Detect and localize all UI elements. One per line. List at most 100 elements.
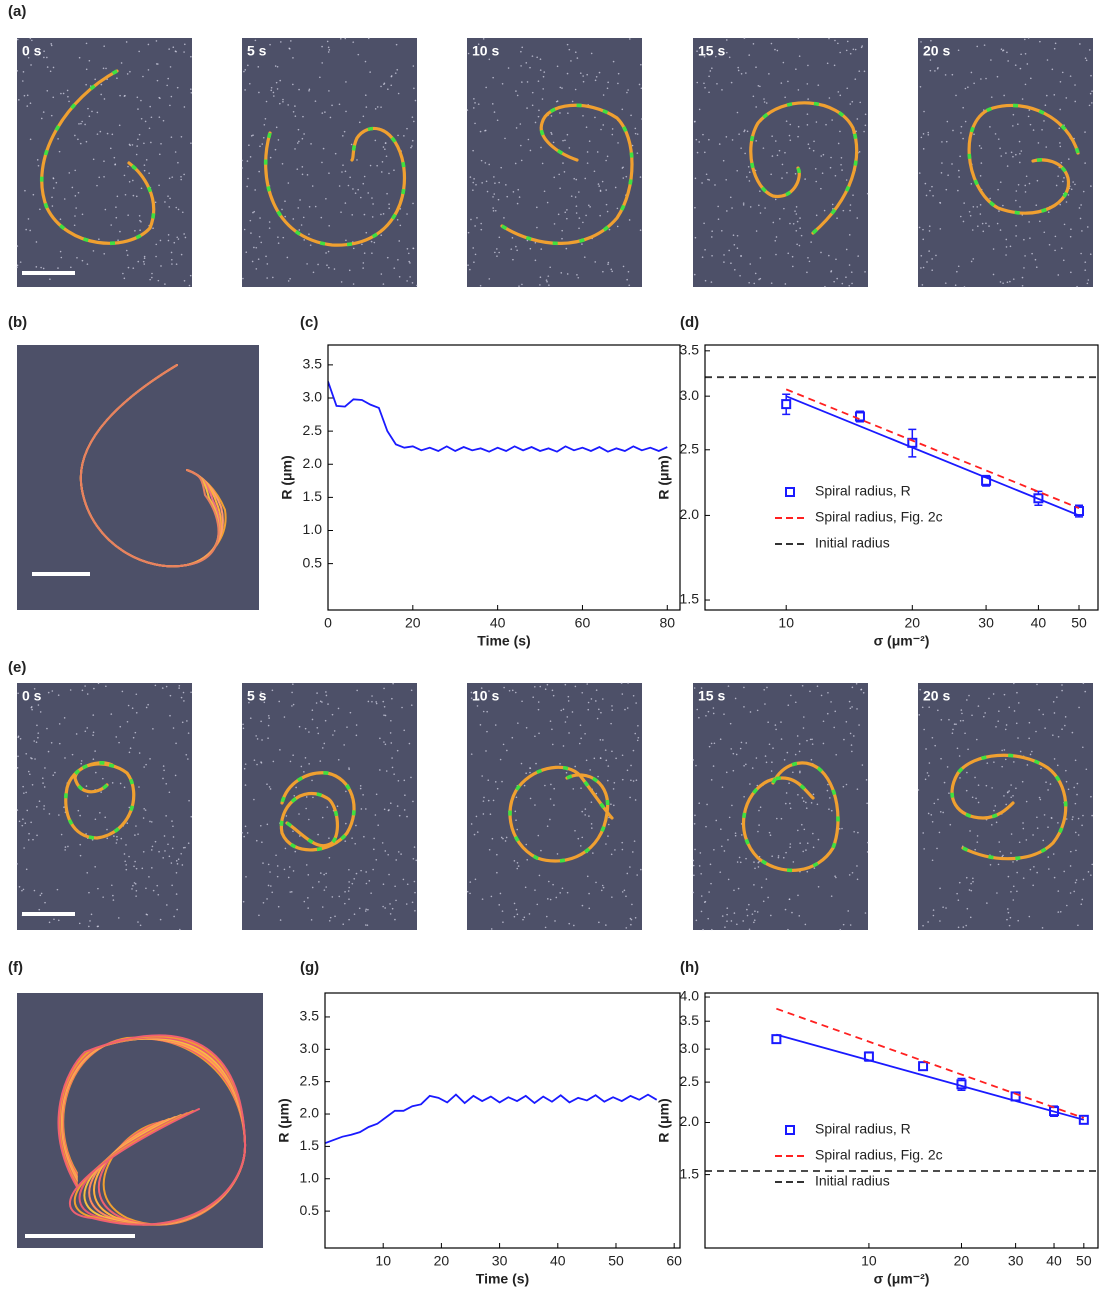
noise-dot xyxy=(1069,892,1072,894)
noise-dot xyxy=(770,173,772,176)
noise-dot xyxy=(126,720,129,723)
noise-dot xyxy=(958,176,960,178)
noise-dot xyxy=(585,759,588,762)
noise-dot xyxy=(705,173,708,176)
noise-dot xyxy=(970,183,973,185)
noise-dot xyxy=(360,808,363,810)
noise-dot xyxy=(708,745,711,748)
x-tick-label: 40 xyxy=(490,615,506,631)
noise-dot xyxy=(173,915,175,918)
noise-dot xyxy=(171,847,174,850)
noise-dot xyxy=(538,732,540,735)
noise-dot xyxy=(708,179,710,181)
noise-dot xyxy=(588,815,590,817)
noise-dot xyxy=(1082,682,1085,685)
noise-dot xyxy=(274,148,277,151)
noise-dot xyxy=(602,886,605,889)
noise-dot xyxy=(414,909,416,912)
noise-dot xyxy=(281,163,284,165)
noise-dot xyxy=(290,40,292,42)
noise-dot xyxy=(16,70,19,72)
noise-dot xyxy=(537,834,540,837)
noise-dot xyxy=(611,270,613,273)
noise-dot xyxy=(1029,753,1032,756)
noise-dot xyxy=(966,771,968,774)
noise-dot xyxy=(709,70,712,72)
noise-dot xyxy=(1067,158,1070,160)
noise-dot xyxy=(248,701,250,704)
plot-area xyxy=(328,381,668,453)
noise-dot xyxy=(1028,915,1031,918)
noise-dot xyxy=(135,195,138,198)
noise-dot xyxy=(137,138,139,141)
noise-dot xyxy=(162,777,164,780)
noise-dot xyxy=(241,167,243,169)
noise-dot xyxy=(854,78,857,80)
noise-dot xyxy=(863,70,866,73)
noise-dot xyxy=(385,142,387,144)
noise-dot xyxy=(791,911,793,914)
noise-dot xyxy=(115,216,118,219)
noise-dot xyxy=(1072,816,1074,818)
noise-dot xyxy=(517,722,519,724)
noise-dot xyxy=(710,236,713,238)
noise-dot xyxy=(162,857,164,859)
noise-dot xyxy=(381,842,384,844)
noise-dot xyxy=(245,251,248,254)
noise-dot xyxy=(125,868,128,871)
noise-dot xyxy=(1012,899,1015,901)
noise-dot xyxy=(490,928,493,930)
noise-dot xyxy=(167,843,169,846)
legend-label: Spiral radius, Fig. 2c xyxy=(815,509,943,525)
noise-dot xyxy=(406,127,408,130)
noise-dot xyxy=(172,836,175,838)
noise-dot xyxy=(490,895,493,898)
noise-dot xyxy=(252,211,254,214)
noise-dot xyxy=(632,749,635,752)
noise-dot xyxy=(18,820,21,823)
noise-dot xyxy=(37,164,40,167)
noise-dot xyxy=(710,742,713,745)
filament xyxy=(967,103,1080,215)
noise-dot xyxy=(276,88,279,90)
noise-dot xyxy=(1051,68,1054,71)
noise-dot xyxy=(964,120,967,123)
noise-dot xyxy=(403,135,405,137)
noise-dot xyxy=(746,908,748,911)
noise-dot xyxy=(536,226,538,229)
noise-dot xyxy=(789,139,792,142)
noise-dot xyxy=(578,227,580,230)
noise-dot xyxy=(58,723,61,725)
noise-dot xyxy=(957,169,960,172)
noise-dot xyxy=(711,254,713,257)
noise-dot xyxy=(265,100,268,103)
noise-dot xyxy=(845,248,848,251)
noise-dot xyxy=(699,852,702,854)
noise-dot xyxy=(536,903,539,906)
noise-dot xyxy=(472,181,475,184)
micrograph: 15 s xyxy=(692,682,869,931)
noise-dot xyxy=(816,803,819,806)
noise-dot xyxy=(575,205,578,207)
noise-dot xyxy=(597,775,599,778)
noise-dot xyxy=(602,739,604,741)
noise-dot xyxy=(797,894,799,897)
noise-dot xyxy=(515,908,518,911)
noise-dot xyxy=(830,156,832,159)
noise-dot xyxy=(142,260,145,263)
noise-dot xyxy=(497,198,500,201)
noise-dot xyxy=(52,187,55,189)
noise-dot xyxy=(953,723,956,725)
y-tick-label: 3.5 xyxy=(680,342,700,358)
noise-dot xyxy=(363,835,365,838)
noise-dot xyxy=(16,38,19,41)
noise-dot xyxy=(354,192,357,194)
noise-dot xyxy=(491,837,494,840)
noise-dot xyxy=(310,919,313,921)
noise-dot xyxy=(78,922,81,925)
noise-dot xyxy=(582,221,584,224)
noise-dot xyxy=(384,907,386,909)
noise-dot xyxy=(798,55,801,57)
noise-dot xyxy=(842,923,845,926)
noise-dot xyxy=(946,766,949,768)
